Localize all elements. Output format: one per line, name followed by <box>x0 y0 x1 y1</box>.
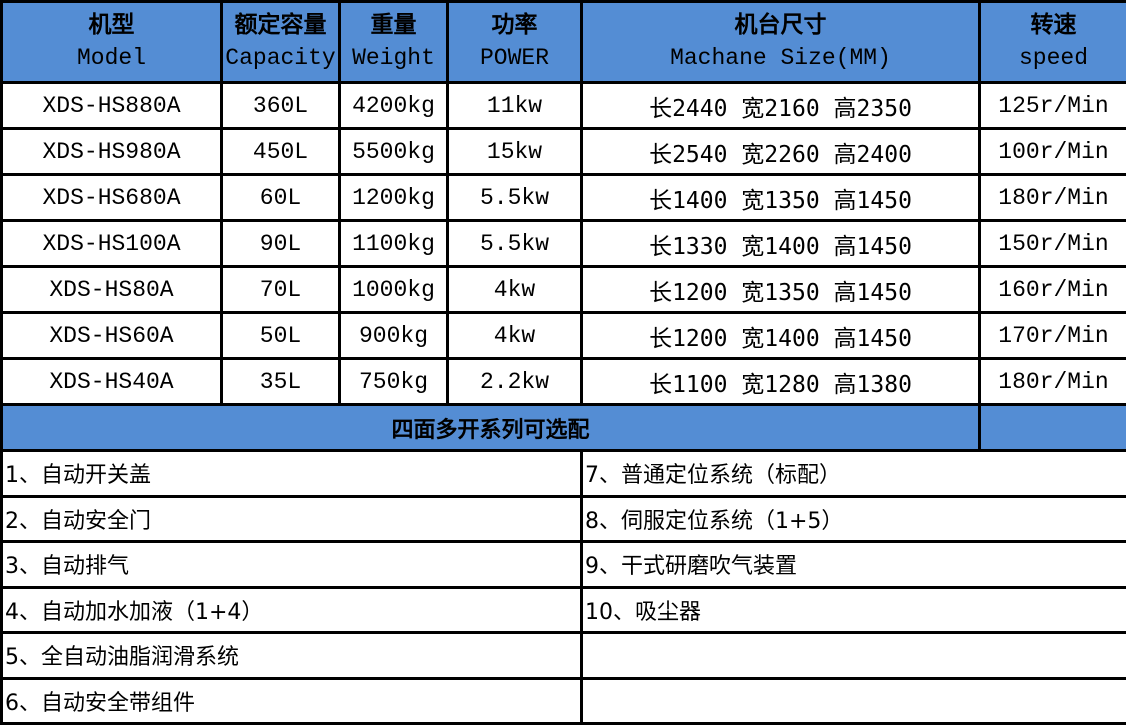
option-row: 2、自动安全门 8、伺服定位系统（1+5） <box>0 494 1126 543</box>
cell-model: XDS-HS100A <box>0 219 223 268</box>
table-row: XDS-HS40A 35L 750kg 2.2kw 长1100 宽1280 高1380 1… <box>0 357 1126 406</box>
option-row: 6、自动安全带组件 <box>0 676 1126 725</box>
cell-power: 5.5kw <box>446 173 583 222</box>
option-item: 6、自动安全带组件 <box>0 676 583 725</box>
option-row: 5、全自动油脂润滑系统 <box>0 631 1126 680</box>
cell-power: 4kw <box>446 265 583 314</box>
option-item <box>580 631 1126 680</box>
header-power: 功率 POWER <box>446 0 583 84</box>
cell-model: XDS-HS40A <box>0 357 223 406</box>
option-item: 1、自动开关盖 <box>0 449 583 498</box>
cell-speed: 180r/Min <box>978 173 1126 222</box>
cell-capacity: 450L <box>220 127 341 176</box>
cell-speed: 150r/Min <box>978 219 1126 268</box>
cell-weight: 1000kg <box>338 265 449 314</box>
option-item: 10、吸尘器 <box>580 585 1126 634</box>
cell-speed: 100r/Min <box>978 127 1126 176</box>
table-row: XDS-HS880A 360L 4200kg 11kw 长2440 宽2160 高235… <box>0 81 1126 130</box>
table-row: XDS-HS680A 60L 1200kg 5.5kw 长1400 宽1350 高145… <box>0 173 1126 222</box>
header-en: Machane Size(MM) <box>670 45 891 71</box>
cell-size: 长2440 宽2160 高2350 <box>580 81 981 130</box>
cell-capacity: 360L <box>220 81 341 130</box>
header-en: POWER <box>479 45 549 71</box>
cell-speed: 125r/Min <box>978 81 1126 130</box>
cell-size: 长1200 宽1350 高1450 <box>580 265 981 314</box>
cell-power: 5.5kw <box>446 219 583 268</box>
header-capacity: 额定容量 Capacity <box>220 0 341 84</box>
cell-capacity: 50L <box>220 311 341 360</box>
cell-weight: 5500kg <box>338 127 449 176</box>
option-item: 2、自动安全门 <box>0 494 583 543</box>
cell-model: XDS-HS60A <box>0 311 223 360</box>
header-cn: 转速 <box>1030 12 1077 38</box>
cell-size: 长1200 宽1400 高1450 <box>580 311 981 360</box>
table-row: XDS-HS60A 50L 900kg 4kw 长1200 宽1400 高1450 170… <box>0 311 1126 360</box>
cell-size: 长2540 宽2260 高2400 <box>580 127 981 176</box>
header-en: Capacity <box>225 45 336 71</box>
table-row: XDS-HS80A 70L 1000kg 4kw 长1200 宽1350 高1450 16… <box>0 265 1126 314</box>
cell-power: 15kw <box>446 127 583 176</box>
option-item: 4、自动加水加液（1+4） <box>0 585 583 634</box>
option-item: 5、全自动油脂润滑系统 <box>0 631 583 680</box>
cell-weight: 900kg <box>338 311 449 360</box>
cell-weight: 1200kg <box>338 173 449 222</box>
cell-size: 长1400 宽1350 高1450 <box>580 173 981 222</box>
cell-capacity: 70L <box>220 265 341 314</box>
option-item <box>580 676 1126 725</box>
table-row: XDS-HS100A 90L 1100kg 5.5kw 长1330 宽1400 高145… <box>0 219 1126 268</box>
option-item: 7、普通定位系统（标配） <box>580 449 1126 498</box>
cell-capacity: 35L <box>220 357 341 406</box>
cell-speed: 170r/Min <box>978 311 1126 360</box>
header-weight: 重量 Weight <box>338 0 449 84</box>
table-row: XDS-HS980A 450L 5500kg 15kw 长2540 宽2260 高240… <box>0 127 1126 176</box>
cell-weight: 4200kg <box>338 81 449 130</box>
header-row: 机型 Model 额定容量 Capacity 重量 Weight 功率 POWER 机台尺寸 Ma… <box>0 0 1126 84</box>
header-speed: 转速 speed <box>978 0 1126 84</box>
option-row: 4、自动加水加液（1+4） 10、吸尘器 <box>0 585 1126 634</box>
cell-weight: 1100kg <box>338 219 449 268</box>
cell-speed: 160r/Min <box>978 265 1126 314</box>
cell-power: 4kw <box>446 311 583 360</box>
cell-model: XDS-HS80A <box>0 265 223 314</box>
header-en: speed <box>1018 45 1088 71</box>
series-row: 四面多开系列可选配 <box>0 403 1126 452</box>
cell-size: 长1100 宽1280 高1380 <box>580 357 981 406</box>
option-item: 9、干式研磨吹气装置 <box>580 540 1126 589</box>
cell-power: 11kw <box>446 81 583 130</box>
cell-size: 长1330 宽1400 高1450 <box>580 219 981 268</box>
header-cn: 功率 <box>491 12 538 38</box>
cell-model: XDS-HS680A <box>0 173 223 222</box>
series-empty-cell <box>978 403 1126 452</box>
cell-capacity: 90L <box>220 219 341 268</box>
header-model: 机型 Model <box>0 0 223 84</box>
cell-model: XDS-HS980A <box>0 127 223 176</box>
header-cn: 机台尺寸 <box>734 12 827 38</box>
header-en: Model <box>76 45 146 71</box>
option-item: 3、自动排气 <box>0 540 583 589</box>
header-cn: 额定容量 <box>234 12 327 38</box>
header-size: 机台尺寸 Machane Size(MM) <box>580 0 981 84</box>
header-cn: 机型 <box>88 12 135 38</box>
cell-weight: 750kg <box>338 357 449 406</box>
cell-capacity: 60L <box>220 173 341 222</box>
option-item: 8、伺服定位系统（1+5） <box>580 494 1126 543</box>
header-en: Weight <box>352 45 435 71</box>
series-title: 四面多开系列可选配 <box>0 403 981 452</box>
cell-power: 2.2kw <box>446 357 583 406</box>
option-row: 3、自动排气 9、干式研磨吹气装置 <box>0 540 1126 589</box>
cell-speed: 180r/Min <box>978 357 1126 406</box>
header-cn: 重量 <box>370 12 417 38</box>
cell-model: XDS-HS880A <box>0 81 223 130</box>
option-row: 1、自动开关盖 7、普通定位系统（标配） <box>0 449 1126 498</box>
